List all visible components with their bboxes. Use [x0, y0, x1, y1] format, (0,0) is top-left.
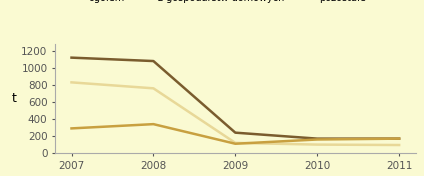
pozostałe [396, 138, 402, 140]
ogółem [151, 60, 156, 62]
Y-axis label: t: t [12, 92, 17, 105]
Line: ogółem: ogółem [72, 58, 399, 139]
z gospodarstw domowych [69, 81, 74, 83]
z gospodarstw domowych [315, 144, 320, 146]
z gospodarstw domowych [396, 144, 402, 146]
pozostałe [151, 123, 156, 125]
ogółem [396, 138, 402, 140]
z gospodarstw domowych [233, 142, 238, 144]
Line: z gospodarstw domowych: z gospodarstw domowych [72, 82, 399, 145]
ogółem [315, 138, 320, 140]
pozostałe [69, 127, 74, 130]
Line: pozostałe: pozostałe [72, 124, 399, 144]
Legend: ogółem, z gospodarstw domowych, pozostałe: ogółem, z gospodarstw domowych, pozostał… [60, 0, 366, 3]
ogółem [233, 132, 238, 134]
z gospodarstw domowych [151, 87, 156, 89]
ogółem [69, 56, 74, 59]
pozostałe [315, 138, 320, 140]
pozostałe [233, 143, 238, 145]
